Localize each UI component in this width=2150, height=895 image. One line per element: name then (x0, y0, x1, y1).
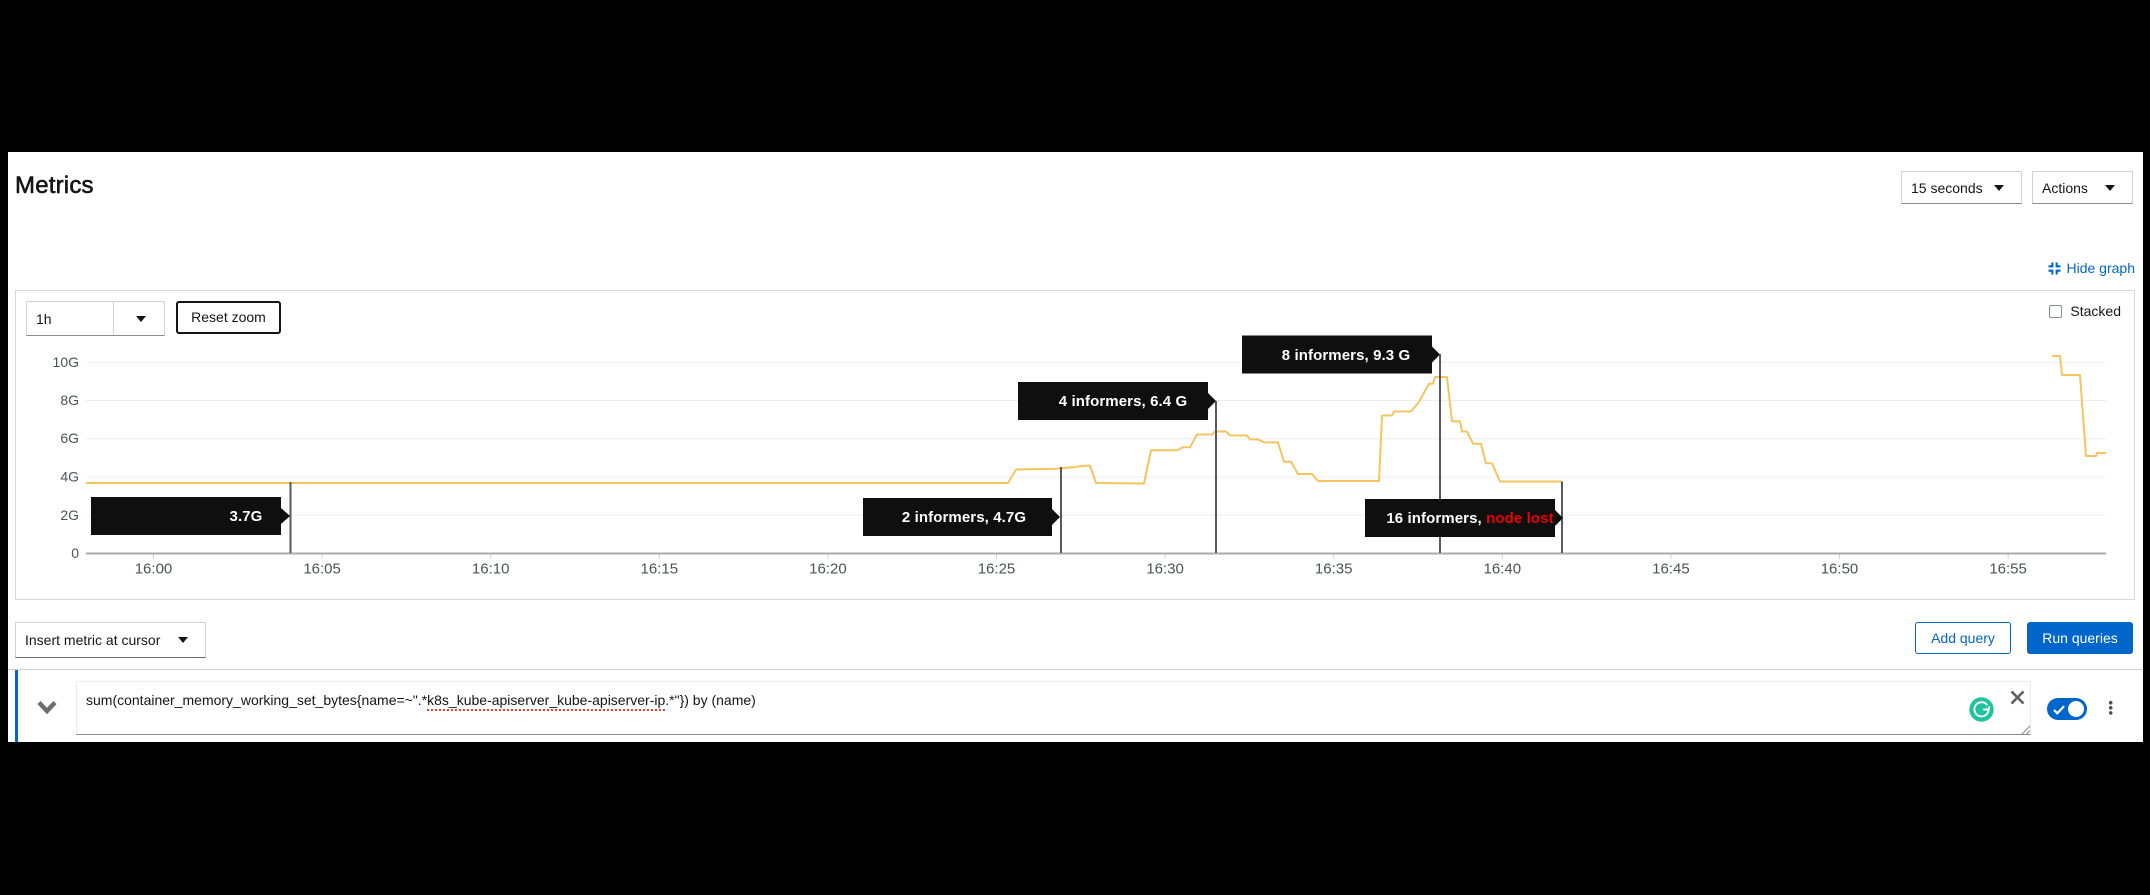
svg-text:16:30: 16:30 (1146, 561, 1184, 578)
svg-text:10G: 10G (53, 354, 79, 370)
svg-text:8 informers, 9.3 G: 8 informers, 9.3 G (1282, 347, 1411, 364)
svg-text:16:20: 16:20 (809, 561, 847, 578)
svg-text:16:00: 16:00 (135, 561, 173, 578)
svg-text:4 informers, 6.4 G: 4 informers, 6.4 G (1059, 393, 1188, 410)
svg-text:16:05: 16:05 (303, 561, 341, 578)
svg-text:16:10: 16:10 (472, 561, 510, 578)
svg-text:16:55: 16:55 (1989, 561, 2027, 578)
svg-text:16:40: 16:40 (1484, 561, 1522, 578)
svg-text:8G: 8G (60, 392, 79, 408)
svg-text:16:15: 16:15 (641, 561, 679, 578)
svg-text:16 informers, node lost: 16 informers, node lost (1386, 510, 1553, 527)
svg-text:2G: 2G (60, 507, 79, 523)
svg-text:16:25: 16:25 (978, 561, 1016, 578)
svg-text:4G: 4G (60, 469, 79, 485)
svg-text:0: 0 (71, 545, 79, 561)
svg-text:6G: 6G (60, 430, 79, 446)
svg-text:2 informers, 4.7G: 2 informers, 4.7G (902, 509, 1026, 526)
svg-text:3.7G: 3.7G (230, 508, 263, 525)
svg-text:16:35: 16:35 (1315, 561, 1353, 578)
svg-text:16:50: 16:50 (1821, 561, 1859, 578)
svg-text:16:45: 16:45 (1652, 561, 1690, 578)
